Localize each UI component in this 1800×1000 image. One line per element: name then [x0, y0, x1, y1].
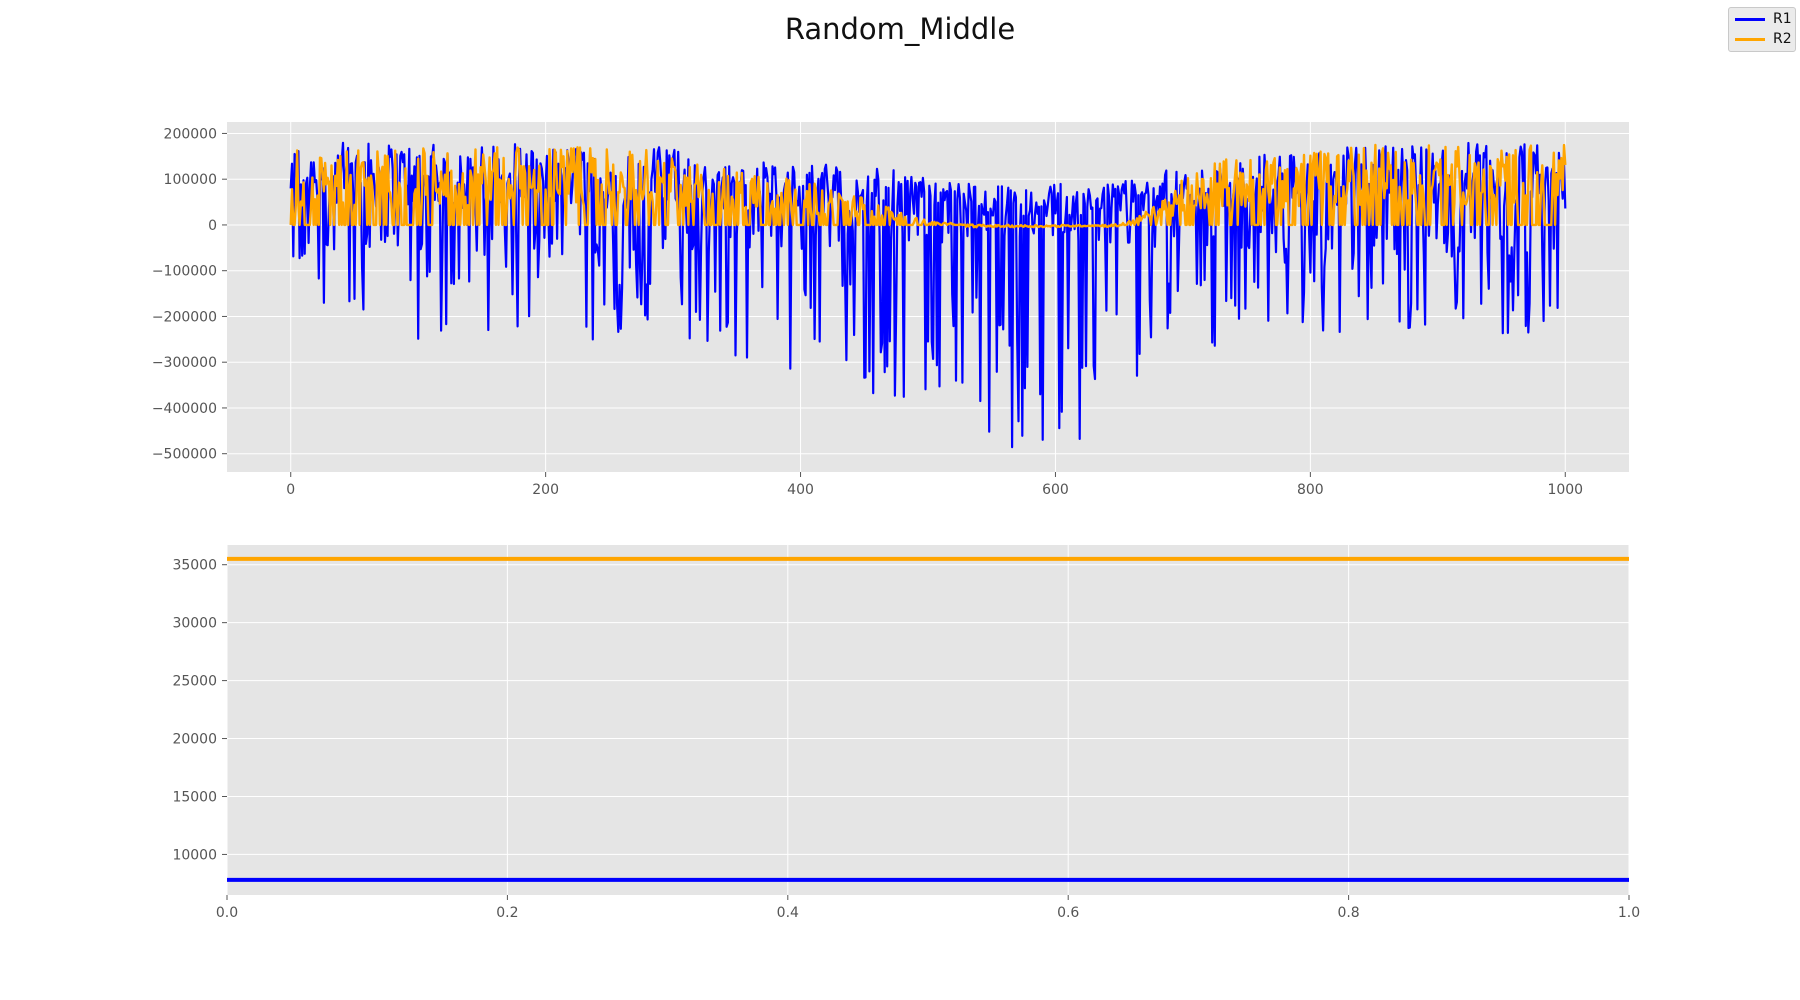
bottom-ytick-label: 25000 — [172, 674, 217, 690]
legend-entry-r2: R2 — [1735, 29, 1792, 49]
top-ytick-label: −300000 — [152, 355, 217, 371]
top-xtick-label: 0 — [286, 482, 295, 498]
bottom-ytick-label: 15000 — [172, 789, 217, 805]
legend-entry-r1: R1 — [1735, 9, 1792, 29]
legend-swatch-r1 — [1735, 17, 1765, 21]
bottom-xtick-label: 0.2 — [496, 905, 518, 921]
top-xtick-label: 1000 — [1547, 482, 1583, 498]
top-ytick-label: 100000 — [164, 172, 217, 188]
bottom-xtick-label: 0.0 — [216, 905, 238, 921]
top-xtick-label: 800 — [1297, 482, 1324, 498]
bottom-ytick-label: 35000 — [172, 558, 217, 574]
bottom-ytick-label: 20000 — [172, 732, 217, 748]
top-xtick-label: 600 — [1042, 482, 1069, 498]
top-xtick-label: 200 — [532, 482, 559, 498]
figure-title: Random_Middle — [784, 12, 1016, 46]
legend-label-r2: R2 — [1773, 31, 1792, 47]
legend-label-r1: R1 — [1773, 11, 1792, 27]
top-series-r2-line — [289, 143, 1567, 229]
top-ytick-label: −100000 — [152, 264, 217, 280]
bottom-plot-area — [227, 545, 1629, 895]
top-ytick-label: −500000 — [152, 447, 217, 463]
bottom-ytick-label: 10000 — [172, 847, 217, 863]
legend-swatch-r2 — [1735, 37, 1765, 41]
bottom-xtick-label: 1.0 — [1618, 905, 1640, 921]
top-ytick-label: 0 — [208, 218, 217, 234]
bottom-xtick-label: 0.8 — [1337, 905, 1359, 921]
bottom-xtick-label: 0.4 — [777, 905, 799, 921]
top-ytick-label: −400000 — [152, 401, 217, 417]
legend: R1 R2 — [1728, 7, 1796, 52]
bottom-ytick-label: 30000 — [172, 616, 217, 632]
top-xtick-label: 400 — [787, 482, 814, 498]
top-ytick-label: −200000 — [152, 309, 217, 325]
top-ytick-label: 200000 — [164, 126, 217, 142]
top-subplot: 0 200 400 600 800 1000 200000 100000 0 −100000 −20… — [152, 122, 1629, 498]
bottom-xtick-label: 0.6 — [1057, 905, 1079, 921]
bottom-subplot: 0.0 0.2 0.4 0.6 0.8 1.0 35000 30000 25000 20000 15… — [172, 545, 1640, 921]
